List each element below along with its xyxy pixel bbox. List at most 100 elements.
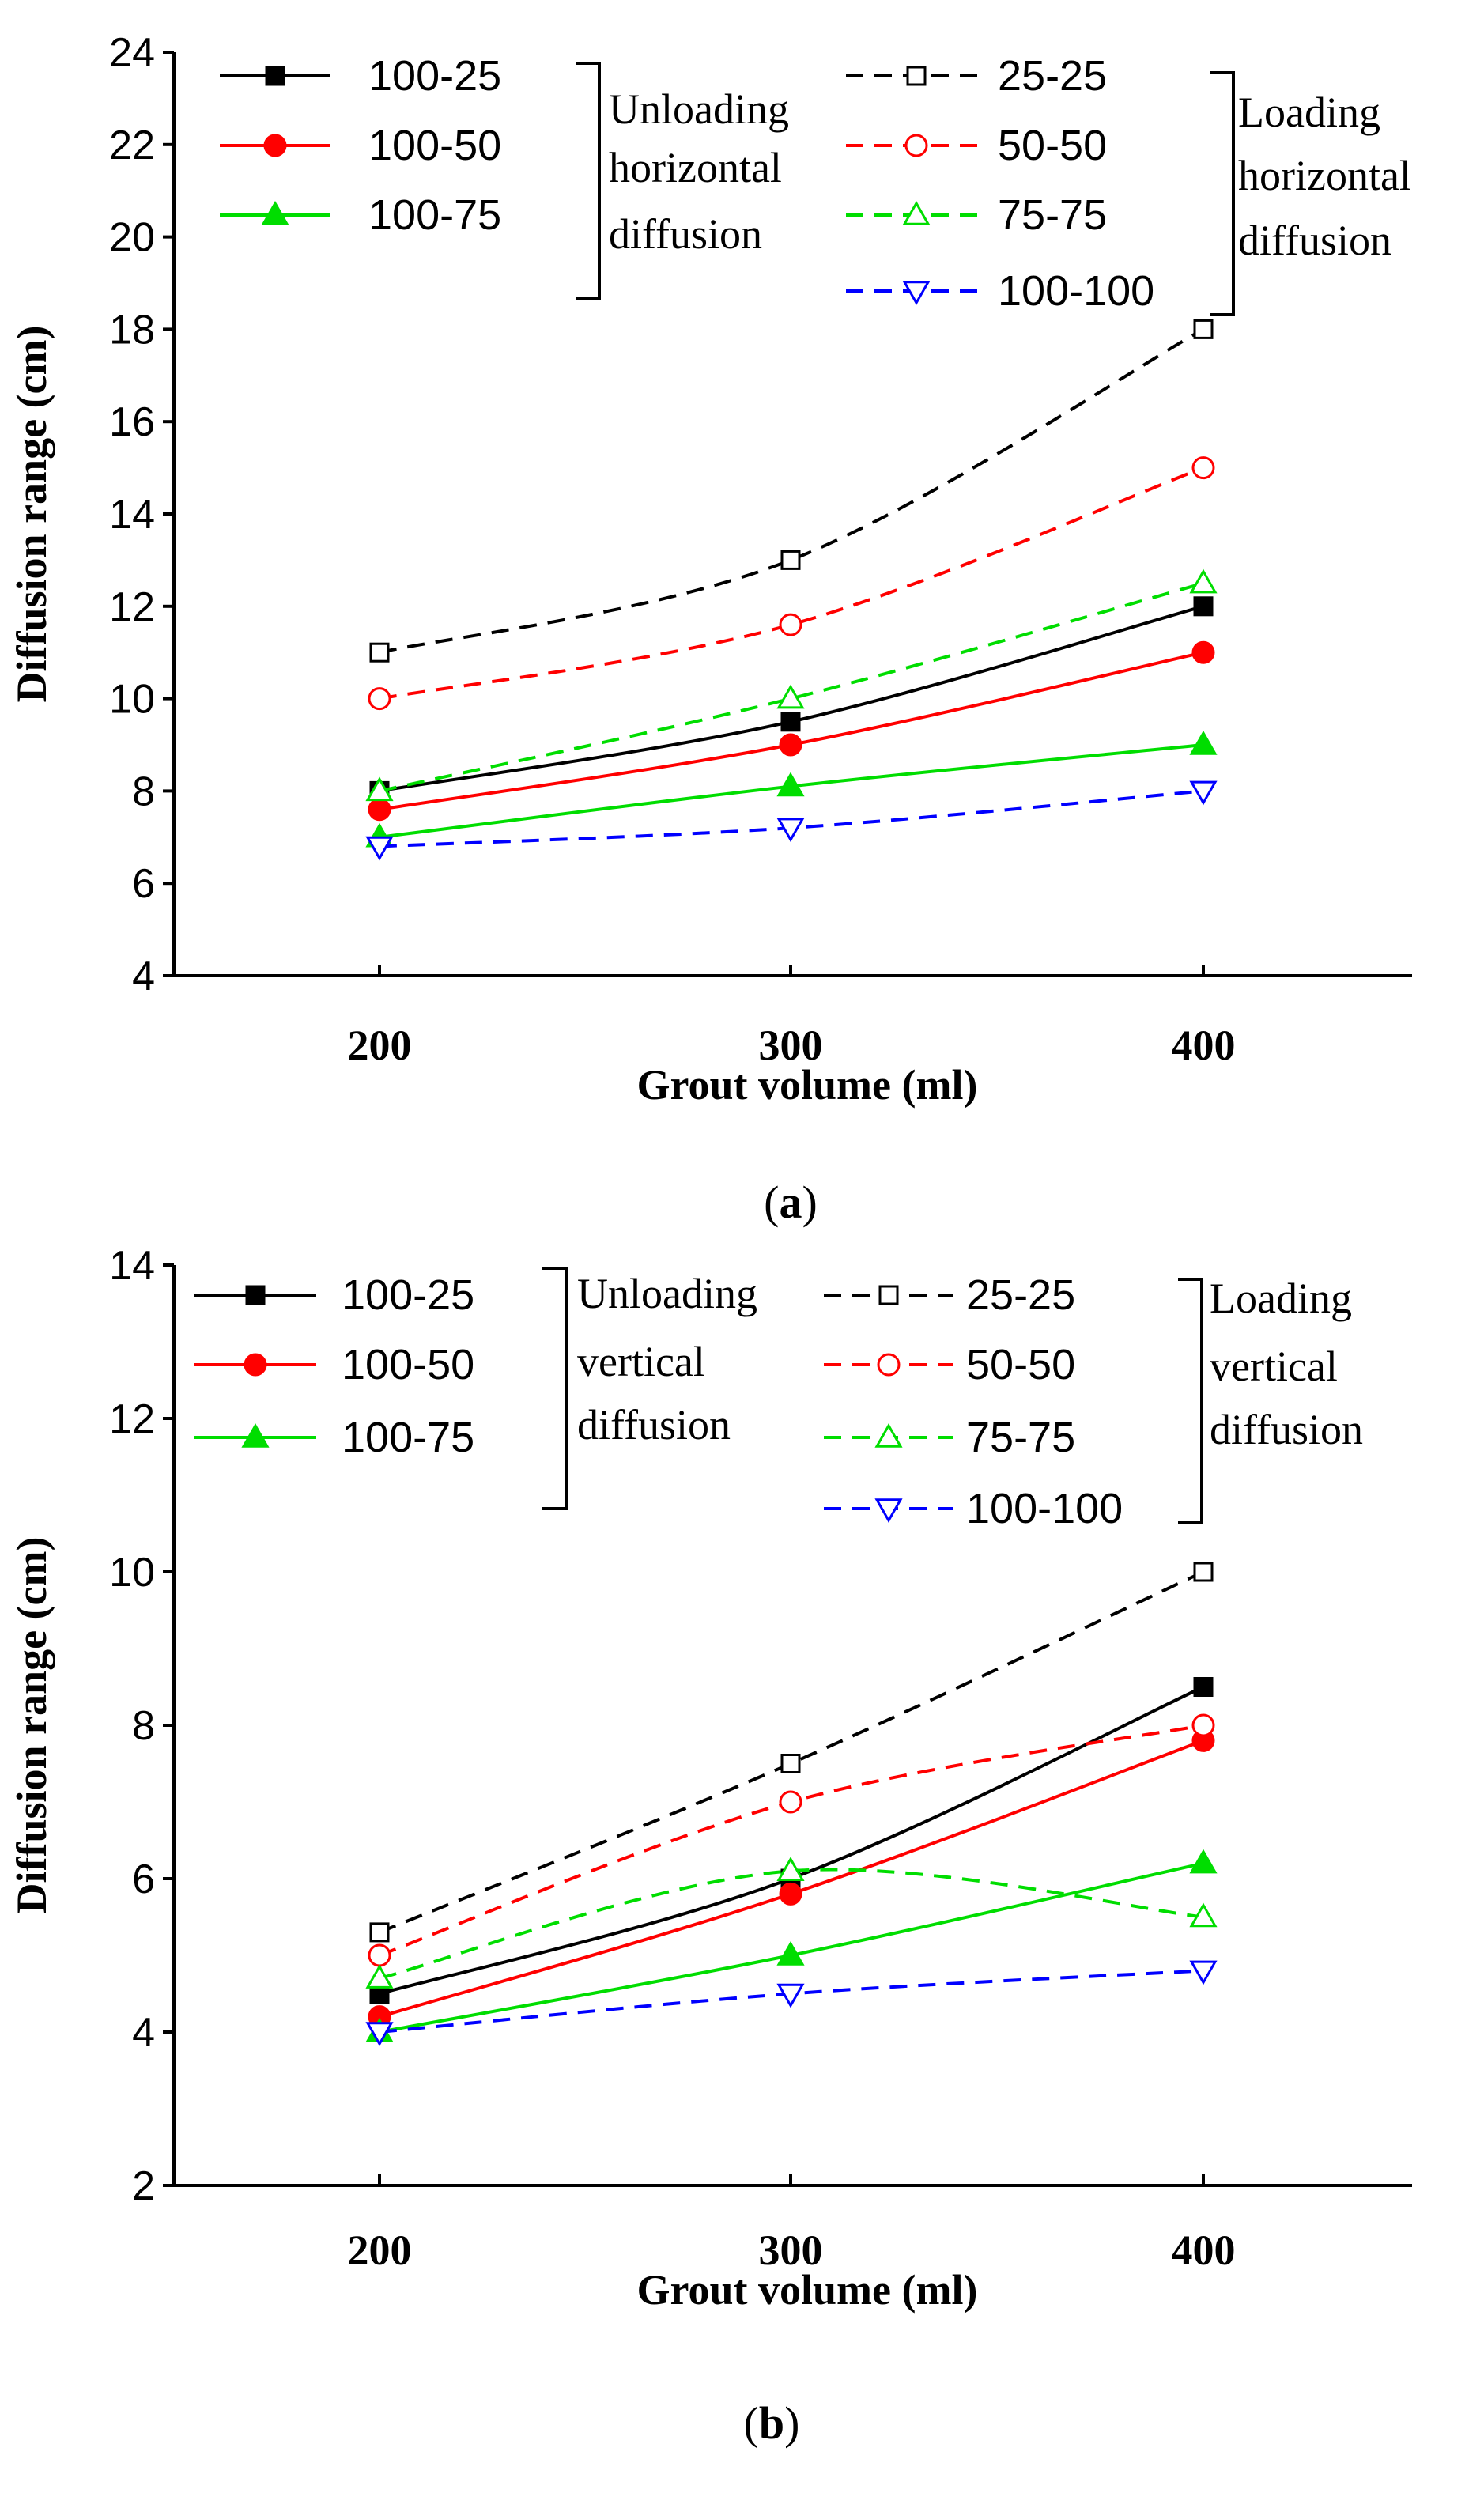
- y-tick-label: 16: [109, 399, 155, 445]
- legend-label-100-25: 100-25: [342, 1271, 474, 1319]
- y-tick-label: 14: [109, 1243, 155, 1289]
- series-100-100: [365, 1960, 1218, 2047]
- series-line-50-50: [379, 466, 1204, 701]
- data-point-50-50-300: [779, 1790, 802, 1814]
- legend-marker-100-50: [263, 134, 287, 157]
- legend-group-label-loading: horizontal: [1238, 152, 1411, 199]
- legend-label-75-75: 75-75: [966, 1414, 1075, 1461]
- data-point-25-25-200: [369, 642, 390, 663]
- y-tick-label: 10: [109, 677, 155, 723]
- y-axis-title: Diffusion range (cm): [8, 326, 55, 703]
- legend-group-label-loading: Loading: [1210, 1275, 1352, 1322]
- x-tick-label: 300: [759, 2227, 823, 2274]
- data-point-50-50-400: [1191, 456, 1215, 480]
- x-axis-title: Grout volume (ml): [637, 2266, 978, 2314]
- data-point-25-25-400: [1193, 319, 1214, 339]
- y-tick-label: 22: [109, 123, 155, 168]
- y-tick-label: 12: [109, 584, 155, 630]
- data-point-100-25-400: [1193, 596, 1214, 617]
- legend-label-100-50: 100-50: [342, 1341, 474, 1388]
- legend-label-75-75: 75-75: [998, 191, 1107, 239]
- axis-lines: [172, 1265, 1412, 2187]
- legend-group-label-unloading: Unloading: [609, 85, 789, 133]
- series-line-75-75: [379, 581, 1204, 793]
- data-point-75-75-300: [776, 684, 805, 709]
- data-point-100-75-300: [776, 1940, 805, 1966]
- y-tick-label: 6: [132, 861, 155, 907]
- data-point-100-25-400: [1193, 1677, 1214, 1697]
- y-tick-label: 4: [132, 2010, 155, 2056]
- legend-label-50-50: 50-50: [998, 122, 1107, 169]
- data-point-100-25-300: [780, 712, 801, 732]
- data-point-100-100-400: [1189, 1960, 1218, 1985]
- legend-marker-100-75: [261, 200, 289, 225]
- legend-loading: 25-25 50-50 75-75 100-100 Loading vertical dif…: [824, 1271, 1363, 1532]
- x-tick-label: 200: [348, 2227, 412, 2274]
- legend-marker-100-100: [902, 281, 931, 306]
- data-point-100-75-400: [1189, 730, 1218, 755]
- legend-label-100-100: 100-100: [966, 1485, 1123, 1532]
- y-tick-label: 8: [132, 1703, 155, 1749]
- data-point-75-75-200: [365, 1964, 394, 1989]
- data-point-25-25-400: [1193, 1562, 1214, 1582]
- legend-group-label-unloading: diffusion: [577, 1401, 731, 1449]
- x-tick-label: 400: [1172, 2227, 1236, 2274]
- data-point-100-75-400: [1189, 1849, 1218, 1874]
- x-axis-title: Grout volume (ml): [637, 1061, 978, 1109]
- legend-marker-100-100: [874, 1498, 903, 1524]
- series-50-50: [368, 1713, 1215, 1967]
- data-point-50-50-400: [1191, 1713, 1215, 1737]
- legend-label-25-25: 25-25: [998, 52, 1107, 100]
- legend-marker-50-50: [904, 134, 928, 157]
- legend-group-label-unloading: Unloading: [577, 1270, 757, 1317]
- legend-label-100-25: 100-25: [368, 52, 501, 100]
- legend-marker-25-25: [878, 1285, 899, 1305]
- y-tick-label: 4: [132, 954, 155, 999]
- data-point-75-75-400: [1189, 568, 1218, 594]
- x-tick-label: 300: [759, 1022, 823, 1069]
- legend-loading: 25-25 50-50 75-75 100-100 Loading horizontal d…: [846, 52, 1411, 316]
- legend-marker-50-50: [877, 1353, 901, 1377]
- data-point-75-75-300: [776, 1857, 805, 1882]
- legend-marker-100-75: [241, 1422, 270, 1448]
- data-point-100-100-200: [365, 836, 394, 861]
- series-100-50: [368, 640, 1215, 822]
- data-point-75-75-200: [365, 776, 394, 802]
- data-point-25-25-300: [780, 1754, 801, 1773]
- data-point-100-50-300: [779, 733, 802, 757]
- data-point-50-50-200: [368, 687, 391, 711]
- y-tick-label: 14: [109, 492, 155, 538]
- legend-group-label-loading: diffusion: [1210, 1406, 1363, 1453]
- legend-bracket-loading: [1178, 1278, 1203, 1524]
- data-point-100-50-400: [1191, 640, 1215, 664]
- data-point-50-50-200: [368, 1943, 391, 1967]
- series-line-25-25: [379, 327, 1204, 655]
- y-tick-label: 6: [132, 1857, 155, 1902]
- series-25-25: [369, 319, 1214, 663]
- data-point-100-75-300: [776, 772, 805, 797]
- legend-marker-100-25: [245, 1285, 266, 1305]
- chart-b: 2 4 6 8 10 12 14 200 300 400 Grout volume (ml) Diff…: [8, 1243, 1412, 2449]
- legend-bracket-loading: [1210, 71, 1235, 316]
- data-point-50-50-300: [779, 613, 802, 636]
- legend-marker-100-50: [244, 1353, 267, 1377]
- data-point-100-100-300: [776, 1983, 805, 2008]
- legend-label-100-75: 100-75: [368, 191, 501, 239]
- legend-group-label-loading: diffusion: [1238, 217, 1391, 264]
- panel-label: (b): [744, 2397, 800, 2449]
- legend-label-50-50: 50-50: [966, 1341, 1075, 1388]
- x-tick-label: 200: [348, 1022, 412, 1069]
- chart-a: 4 6 8 10 12 14 16 18 20 22 24 200 300 400 Grout volume…: [8, 30, 1412, 1228]
- legend-group-label-unloading: vertical: [577, 1338, 705, 1385]
- y-tick-label: 10: [109, 1550, 155, 1596]
- legend-marker-100-25: [265, 66, 285, 86]
- legend-group-label-loading: vertical: [1210, 1343, 1338, 1390]
- legend-group-label-loading: Loading: [1238, 89, 1380, 136]
- y-tick-label: 20: [109, 215, 155, 261]
- data-point-75-75-400: [1189, 1902, 1218, 1928]
- data-point-25-25-300: [780, 550, 801, 570]
- data-point-100-50-200: [368, 798, 391, 822]
- series-75-75: [365, 1857, 1218, 1989]
- y-tick-label: 2: [132, 2163, 155, 2209]
